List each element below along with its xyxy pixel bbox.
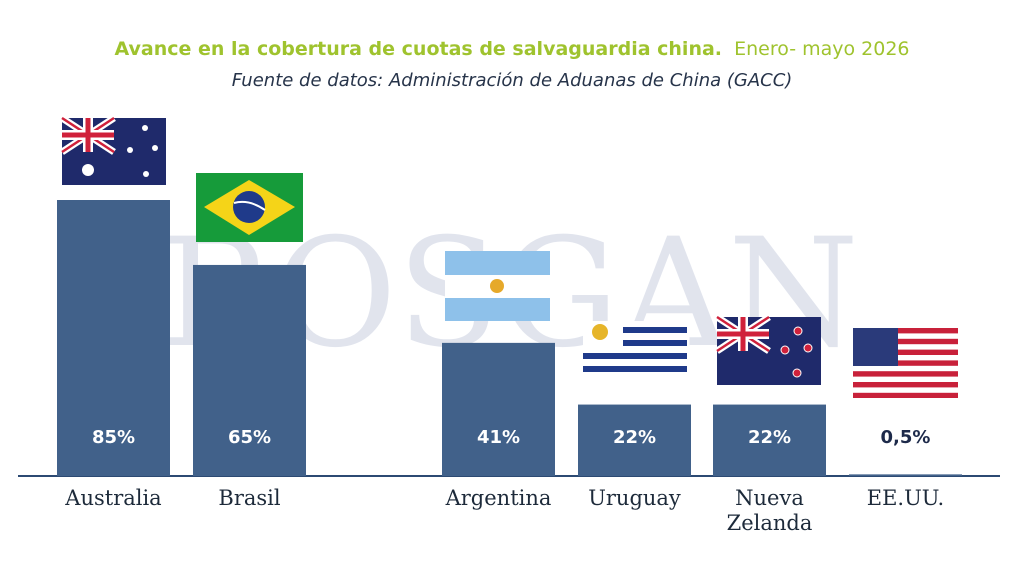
value-label: 65% bbox=[228, 427, 271, 448]
flag-nueva-zelanda bbox=[715, 314, 821, 385]
bar bbox=[578, 404, 691, 476]
value-label: 22% bbox=[748, 427, 791, 448]
bar bbox=[849, 474, 962, 476]
x-tick-label: Nueva Zelanda bbox=[726, 486, 813, 535]
value-label: 22% bbox=[613, 427, 656, 448]
title-period: Enero- mayo 2026 bbox=[734, 38, 910, 60]
x-tick-label: Brasil bbox=[218, 486, 281, 510]
bar bbox=[193, 264, 306, 476]
title-block: Avance en la cobertura de cuotas de salv… bbox=[0, 38, 1024, 60]
bar bbox=[442, 342, 555, 476]
value-label: 41% bbox=[477, 427, 520, 448]
x-tick-label: EE.UU. bbox=[866, 486, 945, 510]
chart-title: Avance en la cobertura de cuotas de salv… bbox=[114, 38, 723, 60]
flag-brasil bbox=[196, 173, 303, 242]
flag-ee-uu bbox=[853, 328, 958, 398]
value-label: 0,5% bbox=[881, 427, 931, 448]
x-tick-label: Uruguay bbox=[588, 486, 681, 510]
x-tick-label: Australia bbox=[65, 486, 162, 510]
bar bbox=[57, 200, 170, 476]
value-label: 85% bbox=[92, 427, 135, 448]
bar bbox=[713, 404, 826, 476]
x-tick-label: Argentina bbox=[445, 486, 552, 510]
flag-argentina bbox=[445, 251, 550, 321]
flag-uruguay bbox=[583, 321, 687, 378]
chart-subtitle: Fuente de datos: Administración de Aduan… bbox=[231, 70, 793, 91]
flag-australia bbox=[60, 115, 166, 185]
